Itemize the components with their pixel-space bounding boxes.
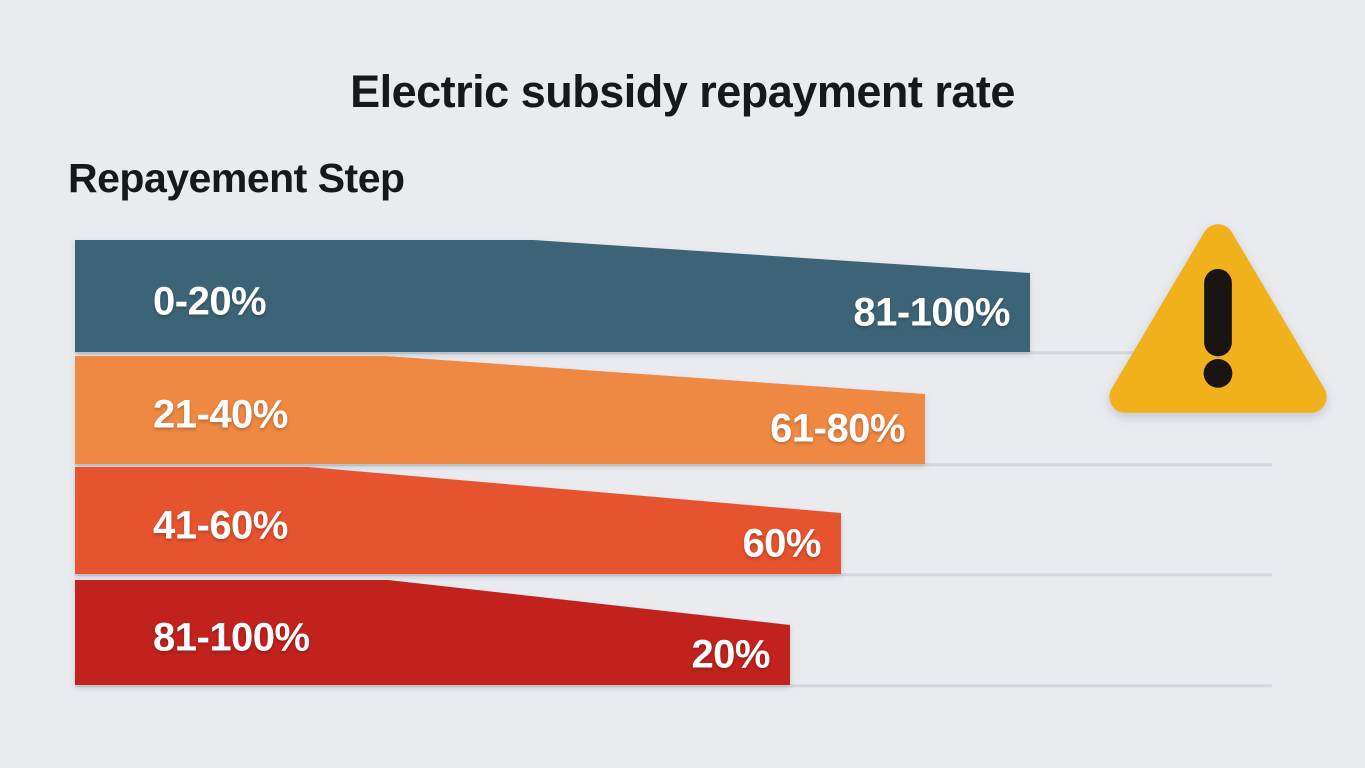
rate-label: 81-100%	[853, 290, 1010, 335]
funnel-row: 81-100% 20%	[75, 580, 1365, 686]
row-baseline	[75, 573, 1272, 575]
exclamation-bar	[1204, 269, 1232, 357]
funnel-bar: 81-100% 20%	[75, 580, 790, 685]
rate-label: 61-80%	[770, 406, 905, 451]
funnel-row: 41-60% 60%	[75, 467, 1365, 575]
funnel-bar-wrap: 81-100% 20%	[75, 580, 790, 685]
row-baseline	[75, 684, 1272, 686]
funnel-bar: 41-60% 60%	[75, 467, 841, 574]
axis-label: Repayement Step	[68, 155, 405, 201]
funnel-bar-wrap: 41-60% 60%	[75, 467, 841, 574]
row-baseline	[75, 351, 1272, 353]
funnel-bar-wrap: 0-20% 81-100%	[75, 240, 1030, 352]
funnel-bar: 21-40% 61-80%	[75, 356, 925, 464]
step-label: 21-40%	[153, 392, 288, 437]
chart-title: Electric subsidy repayment rate	[350, 66, 1015, 117]
funnel-row: 0-20% 81-100%	[75, 240, 1365, 353]
rate-label: 20%	[691, 632, 770, 677]
funnel-chart: 0-20% 81-100% 21-40% 61-80% 41-60% 60% 8…	[75, 0, 1365, 768]
row-baseline	[75, 463, 1272, 465]
exclamation-dot	[1203, 359, 1233, 388]
warning-icon	[1109, 224, 1327, 413]
rate-label: 60%	[742, 521, 821, 566]
funnel-bar: 0-20% 81-100%	[75, 240, 1030, 352]
step-label: 41-60%	[153, 503, 288, 548]
step-label: 81-100%	[153, 615, 310, 660]
step-label: 0-20%	[153, 279, 267, 324]
funnel-bar-wrap: 21-40% 61-80%	[75, 356, 925, 464]
funnel-row: 21-40% 61-80%	[75, 356, 1365, 465]
